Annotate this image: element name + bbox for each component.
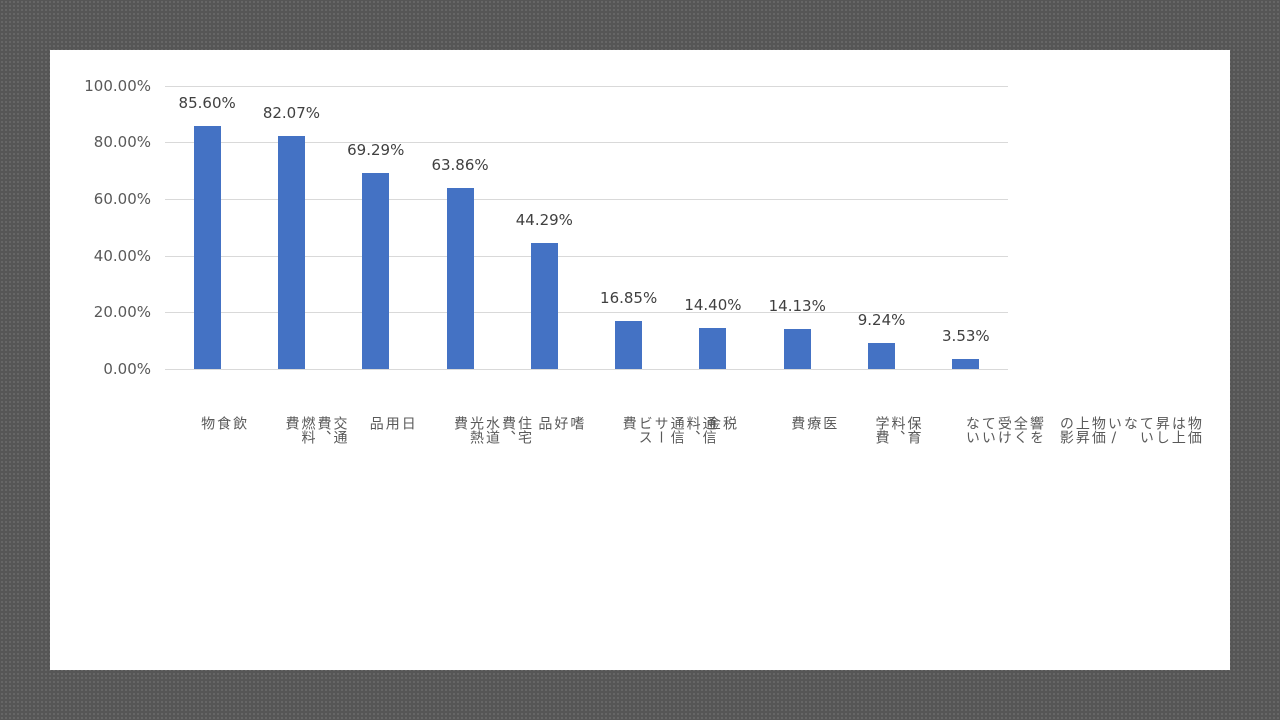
bar[interactable]: [615, 321, 643, 369]
gridline: [165, 312, 1008, 314]
plot-area: 0.00% 20.00% 40.00% 60.00% 80.00% 100.00% 85.6…: [84, 77, 1202, 446]
bar[interactable]: [952, 359, 980, 369]
y-tick-label: 40.00%: [93, 246, 151, 265]
x-category-label: 医療費: [789, 416, 837, 430]
x-category-label-line: 住宅費、水道光熱費: [452, 415, 533, 444]
x-category-label-line: 物価は上昇していない/物価上昇の影: [1057, 415, 1202, 446]
y-tick-label: 80.00%: [93, 133, 151, 152]
bar[interactable]: [193, 126, 221, 369]
x-category-label: 交通費、燃料費: [283, 416, 347, 444]
gridline: [165, 85, 1008, 87]
x-category-label-line: 日用品: [367, 415, 416, 430]
x-category-label-line: 医療費: [789, 415, 838, 430]
x-category-label-line: 保育料、学費: [873, 415, 922, 444]
data-label: 9.24%: [857, 310, 906, 329]
chart-panel: 0.00% 20.00% 40.00% 60.00% 80.00% 100.00% 85.6…: [50, 50, 1230, 670]
bar[interactable]: [362, 172, 390, 369]
data-label: 69.29%: [347, 140, 405, 159]
data-label: 14.40%: [684, 296, 742, 315]
x-category-label: 通信料、通信サービス費: [621, 416, 717, 444]
bar[interactable]: [868, 342, 896, 369]
bar[interactable]: [277, 136, 305, 369]
gridline: [165, 198, 1008, 200]
bar[interactable]: [446, 187, 474, 369]
data-label: 82.07%: [262, 104, 321, 123]
y-tick-label: 20.00%: [93, 303, 151, 322]
data-label: 3.53%: [942, 326, 990, 345]
x-axis-line: [165, 369, 1008, 370]
y-tick-label: 0.00%: [103, 360, 151, 378]
y-tick-label: 60.00%: [93, 189, 151, 208]
x-category-label-line: 嗜好品: [536, 415, 585, 430]
gridline: [165, 142, 1008, 144]
x-category-label: 嗜好品: [536, 416, 584, 430]
x-category-label: 物価は上昇していない/物価上昇の影 響を全く受けていない: [964, 416, 1202, 446]
y-tick-label: 100.00%: [84, 76, 151, 95]
bar[interactable]: [530, 243, 558, 369]
x-category-label-line: 響を全く受けていない: [963, 415, 1044, 444]
bar[interactable]: [783, 328, 811, 369]
data-label: 14.13%: [768, 296, 826, 315]
x-category-label-line: 通信料、通信サービス費: [620, 415, 717, 444]
x-category-label: 保育料、学費: [874, 416, 922, 444]
data-label: 44.29%: [515, 211, 573, 230]
x-category-label-line: 飲食物: [199, 415, 248, 430]
data-label: 63.86%: [431, 155, 489, 174]
bar[interactable]: [699, 328, 727, 369]
x-category-label: 住宅費、水道光熱費: [452, 416, 532, 444]
x-category-label: 日用品: [368, 416, 416, 430]
gridline: [165, 255, 1008, 257]
data-label: 85.60%: [178, 94, 236, 113]
data-label: 16.85%: [600, 289, 658, 308]
x-category-label: 税金: [705, 416, 737, 430]
x-category-label: 飲食物: [199, 416, 247, 430]
x-category-label-line: 交通費、燃料費: [283, 415, 348, 444]
x-category-label-line: 税金: [704, 415, 737, 430]
